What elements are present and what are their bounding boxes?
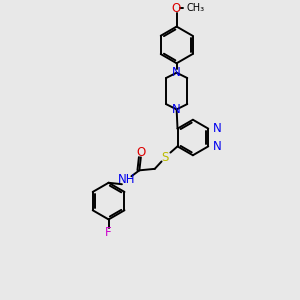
Text: CH₃: CH₃ [187, 3, 205, 13]
Text: N: N [172, 103, 181, 116]
Text: F: F [105, 226, 112, 239]
Text: N: N [212, 140, 221, 153]
Text: O: O [171, 2, 181, 15]
Text: N: N [212, 122, 221, 135]
Text: N: N [172, 66, 181, 79]
Text: O: O [136, 146, 146, 159]
Text: S: S [161, 151, 169, 164]
Text: NH: NH [118, 173, 136, 186]
